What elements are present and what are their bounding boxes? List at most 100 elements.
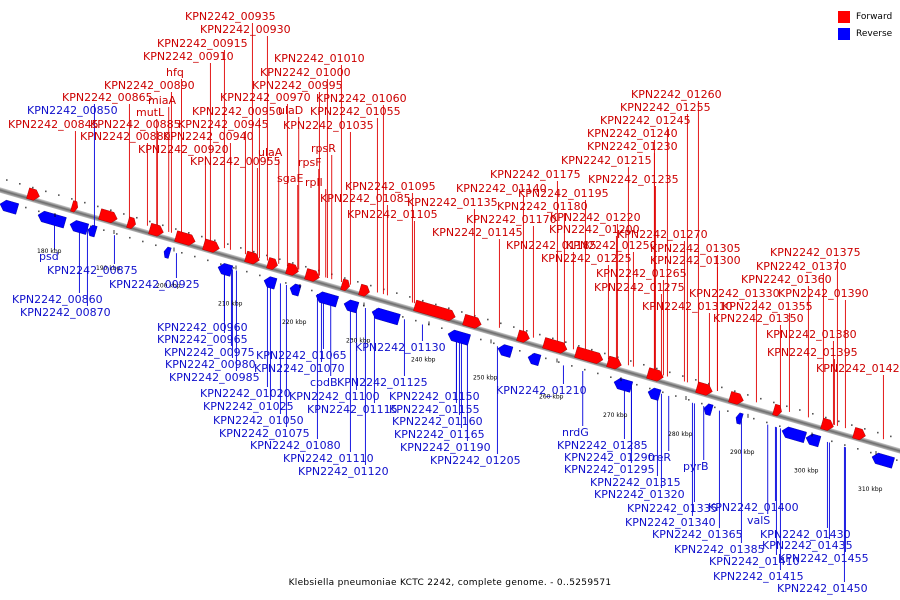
forward-gene-arrow: [202, 238, 220, 253]
reverse-gene: [87, 224, 98, 238]
forward-gene: [70, 200, 78, 213]
reverse-gene: [289, 283, 302, 297]
forward-gene-arrow: [820, 417, 834, 431]
reverse-gene: [263, 276, 278, 290]
reverse-gene-label: KPN2242_01025: [203, 400, 294, 413]
dot-lower: [701, 402, 703, 405]
reverse-gene-label: KPN2242_00925: [109, 278, 200, 291]
label-connectors: [54, 23, 884, 582]
reverse-gene-arrow: [497, 344, 514, 358]
forward-gene-arrow: [852, 427, 866, 441]
dot-upper: [760, 397, 762, 400]
reverse-gene-arrow: [315, 291, 339, 308]
forward-gene-label: KPN2242_01135: [407, 196, 498, 209]
dot-lower: [753, 417, 755, 420]
forward-gene-label: sgaE: [277, 172, 303, 185]
forward-gene-label: rplI: [305, 176, 323, 189]
reverse-gene: [497, 344, 514, 358]
reverse-gene-label: KPN2242_00960: [157, 321, 248, 334]
forward-gene-label: rpsF: [298, 156, 322, 169]
reverse-gene-label: KPN2242_01130: [355, 341, 446, 354]
forward-gene-label: KPN2242_01380: [766, 328, 857, 341]
reverse-gene: [343, 299, 360, 314]
forward-gene-label: KPN2242_01180: [497, 200, 588, 213]
dot-upper: [565, 341, 567, 343]
dot-upper: [669, 371, 671, 374]
dot-upper: [266, 254, 268, 257]
gene-labels: KPN2242_00935KPN2242_00930KPN2242_00915K…: [8, 10, 900, 595]
dot-lower: [129, 236, 131, 239]
forward-gene-label: KPN2242_00970: [220, 91, 311, 104]
forward-gene: [852, 427, 866, 441]
forward-gene-label: KPN2242_01010: [274, 52, 365, 65]
forward-gene-label: KPN2242_01305: [650, 242, 741, 255]
dot-upper: [591, 348, 593, 351]
forward-gene-label: KPN2242_01255: [620, 101, 711, 114]
dot-upper: [201, 235, 203, 238]
forward-gene-arrow: [516, 329, 530, 343]
forward-gene: [542, 337, 568, 354]
dot-lower: [766, 421, 768, 424]
forward-gene-label: KPN2242_00945: [178, 118, 269, 131]
reverse-gene-label: KPN2242_01335: [627, 502, 718, 515]
forward-gene-label: KPN2242_01185: [506, 239, 597, 252]
dot-lower: [727, 410, 729, 412]
dot-lower: [636, 383, 638, 386]
reverse-gene-label: KPN2242_00965: [157, 333, 248, 346]
dot-upper: [656, 367, 658, 370]
forward-gene-label: KPN2242_01390: [778, 287, 869, 300]
reverse-gene-label: KPN2242_01290: [564, 451, 655, 464]
dot-upper: [279, 258, 281, 261]
reverse-gene-arrow: [263, 276, 278, 290]
dot-upper: [19, 183, 21, 185]
dot-upper: [773, 401, 775, 404]
reverse-gene: [37, 210, 67, 229]
dot-upper: [630, 360, 632, 362]
dot-upper: [435, 303, 437, 306]
reverse-gene-label: KPN2242_01160: [392, 415, 483, 428]
dot-upper: [448, 307, 450, 310]
reverse-gene-label: KPN2242_01210: [496, 384, 587, 397]
reverse-gene-label: KPN2242_01110: [283, 452, 374, 465]
forward-gene: [26, 187, 40, 201]
reverse-gene: [217, 263, 234, 277]
dot-upper: [812, 412, 814, 415]
dot-lower: [207, 259, 209, 262]
dot-lower: [233, 267, 235, 269]
forward-gene-label: KPN2242_00930: [200, 23, 291, 36]
dot-upper: [396, 292, 398, 294]
dot-upper: [162, 224, 164, 227]
forward-gene-label: KPN2242_01035: [283, 119, 374, 132]
forward-gene-label: KPN2242_01270: [617, 228, 708, 241]
reverse-gene-arrow: [289, 283, 302, 297]
reverse-gene: [647, 387, 662, 401]
forward-gene-label: hfq: [166, 66, 184, 79]
dot-upper: [110, 209, 112, 211]
forward-gene-arrow: [98, 208, 118, 224]
dot-lower: [259, 274, 261, 277]
reverse-gene-label: KPN2242_00875: [47, 264, 138, 277]
dot-lower: [246, 270, 248, 273]
reverse-gene-label: KPN2242_00850: [27, 104, 118, 117]
forward-gene: [728, 391, 744, 405]
forward-gene-label: KPN2242_00995: [252, 79, 343, 92]
forward-gene-label: KPN2242_01085: [320, 192, 411, 205]
forward-gene-label: KPN2242_01265: [596, 267, 687, 280]
reverse-gene-label: KPN2242_00860: [12, 293, 103, 306]
forward-gene-arrow: [174, 230, 196, 246]
legend-reverse: Reverse: [838, 25, 892, 42]
forward-gene: [244, 250, 260, 265]
forward-gene: [646, 367, 664, 382]
dot-upper: [45, 190, 47, 193]
forward-gene: [126, 216, 136, 229]
dot-upper: [695, 379, 697, 381]
dot-upper: [890, 435, 892, 438]
forward-gene-label: KPN2242_00940: [163, 130, 254, 143]
reverse-gene: [703, 403, 714, 416]
ruler-tick-label: 240 kbp: [411, 356, 436, 363]
reverse-gene-label: KPN2242_00975: [164, 346, 255, 359]
dot-lower: [116, 233, 118, 235]
dot-lower: [584, 368, 586, 371]
ruler-tick-label: 210 kbp: [218, 300, 243, 307]
dot-upper: [838, 420, 840, 423]
